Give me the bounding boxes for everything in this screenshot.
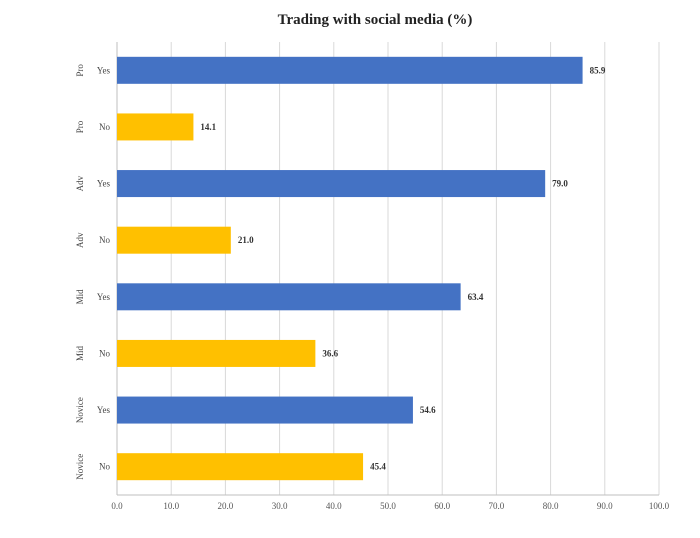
x-tick-label: 50.0 (380, 501, 396, 511)
group-label: Novice (75, 454, 85, 480)
bar (117, 56, 583, 84)
labels: 0.0 10.0 20.0 30.0 40.0 50.0 60.0 70.0 80.0 90.0 1… (75, 64, 670, 511)
x-tick-label: 80.0 (543, 501, 559, 511)
x-tick-label: 20.0 (218, 501, 234, 511)
x-tick-label: 90.0 (597, 501, 613, 511)
x-tick-label: 40.0 (326, 501, 342, 511)
category-label: Yes (97, 405, 111, 415)
bar (117, 453, 364, 481)
data-label: 45.4 (370, 462, 386, 472)
category-label: Yes (97, 292, 111, 302)
group-label: Adv (75, 175, 85, 191)
bar (117, 283, 461, 311)
data-label: 79.0 (552, 179, 568, 189)
x-tick-label: 70.0 (489, 501, 505, 511)
data-label: 21.0 (238, 235, 254, 245)
bar (117, 170, 546, 198)
category-label: No (99, 462, 110, 472)
data-label: 54.6 (420, 405, 436, 415)
group-label: Pro (75, 64, 85, 77)
group-label: Mid (75, 289, 85, 305)
x-tick-label: 30.0 (272, 501, 288, 511)
grid-lines (116, 42, 660, 496)
group-label: Mid (75, 345, 85, 361)
bar (117, 339, 316, 367)
x-tick-label: 60.0 (434, 501, 450, 511)
category-label: No (99, 122, 110, 132)
bar (117, 113, 194, 141)
group-label: Adv (75, 232, 85, 248)
category-label: No (99, 348, 110, 358)
group-label: Novice (75, 397, 85, 423)
x-tick-label: 10.0 (163, 501, 179, 511)
data-label: 14.1 (200, 122, 216, 132)
bars (117, 56, 583, 481)
group-label: Pro (75, 120, 85, 133)
bar (117, 396, 413, 424)
data-label: 63.4 (468, 292, 484, 302)
category-label: No (99, 235, 110, 245)
x-tick-label: 100.0 (649, 501, 670, 511)
bar (117, 226, 231, 254)
x-tick-label: 0.0 (111, 501, 123, 511)
category-label: Yes (97, 179, 111, 189)
data-label: 85.9 (590, 65, 606, 75)
data-label: 36.6 (322, 348, 338, 358)
category-label: Yes (97, 65, 111, 75)
chart-title: Trading with social media (%) (278, 12, 473, 28)
